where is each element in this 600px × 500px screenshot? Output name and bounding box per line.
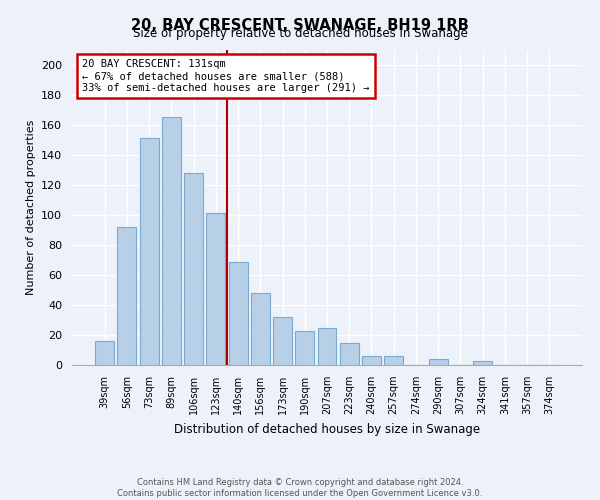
Bar [429, 359, 448, 365]
Text: Size of property relative to detached houses in Swanage: Size of property relative to detached ho… [133, 28, 467, 40]
Bar [229, 262, 248, 365]
Bar [140, 138, 158, 365]
Text: 20 BAY CRESCENT: 131sqm
← 67% of detached houses are smaller (588)
33% of semi-d: 20 BAY CRESCENT: 131sqm ← 67% of detache… [82, 60, 370, 92]
Bar [118, 227, 136, 365]
Text: Contains HM Land Registry data © Crown copyright and database right 2024.
Contai: Contains HM Land Registry data © Crown c… [118, 478, 482, 498]
Bar [206, 214, 225, 365]
X-axis label: Distribution of detached houses by size in Swanage: Distribution of detached houses by size … [174, 422, 480, 436]
Text: 20, BAY CRESCENT, SWANAGE, BH19 1RB: 20, BAY CRESCENT, SWANAGE, BH19 1RB [131, 18, 469, 32]
Bar [317, 328, 337, 365]
Bar [273, 317, 292, 365]
Bar [95, 341, 114, 365]
Bar [340, 342, 359, 365]
Bar [473, 360, 492, 365]
Bar [295, 330, 314, 365]
Bar [251, 293, 270, 365]
Y-axis label: Number of detached properties: Number of detached properties [26, 120, 35, 295]
Bar [162, 118, 181, 365]
Bar [362, 356, 381, 365]
Bar [184, 173, 203, 365]
Bar [384, 356, 403, 365]
